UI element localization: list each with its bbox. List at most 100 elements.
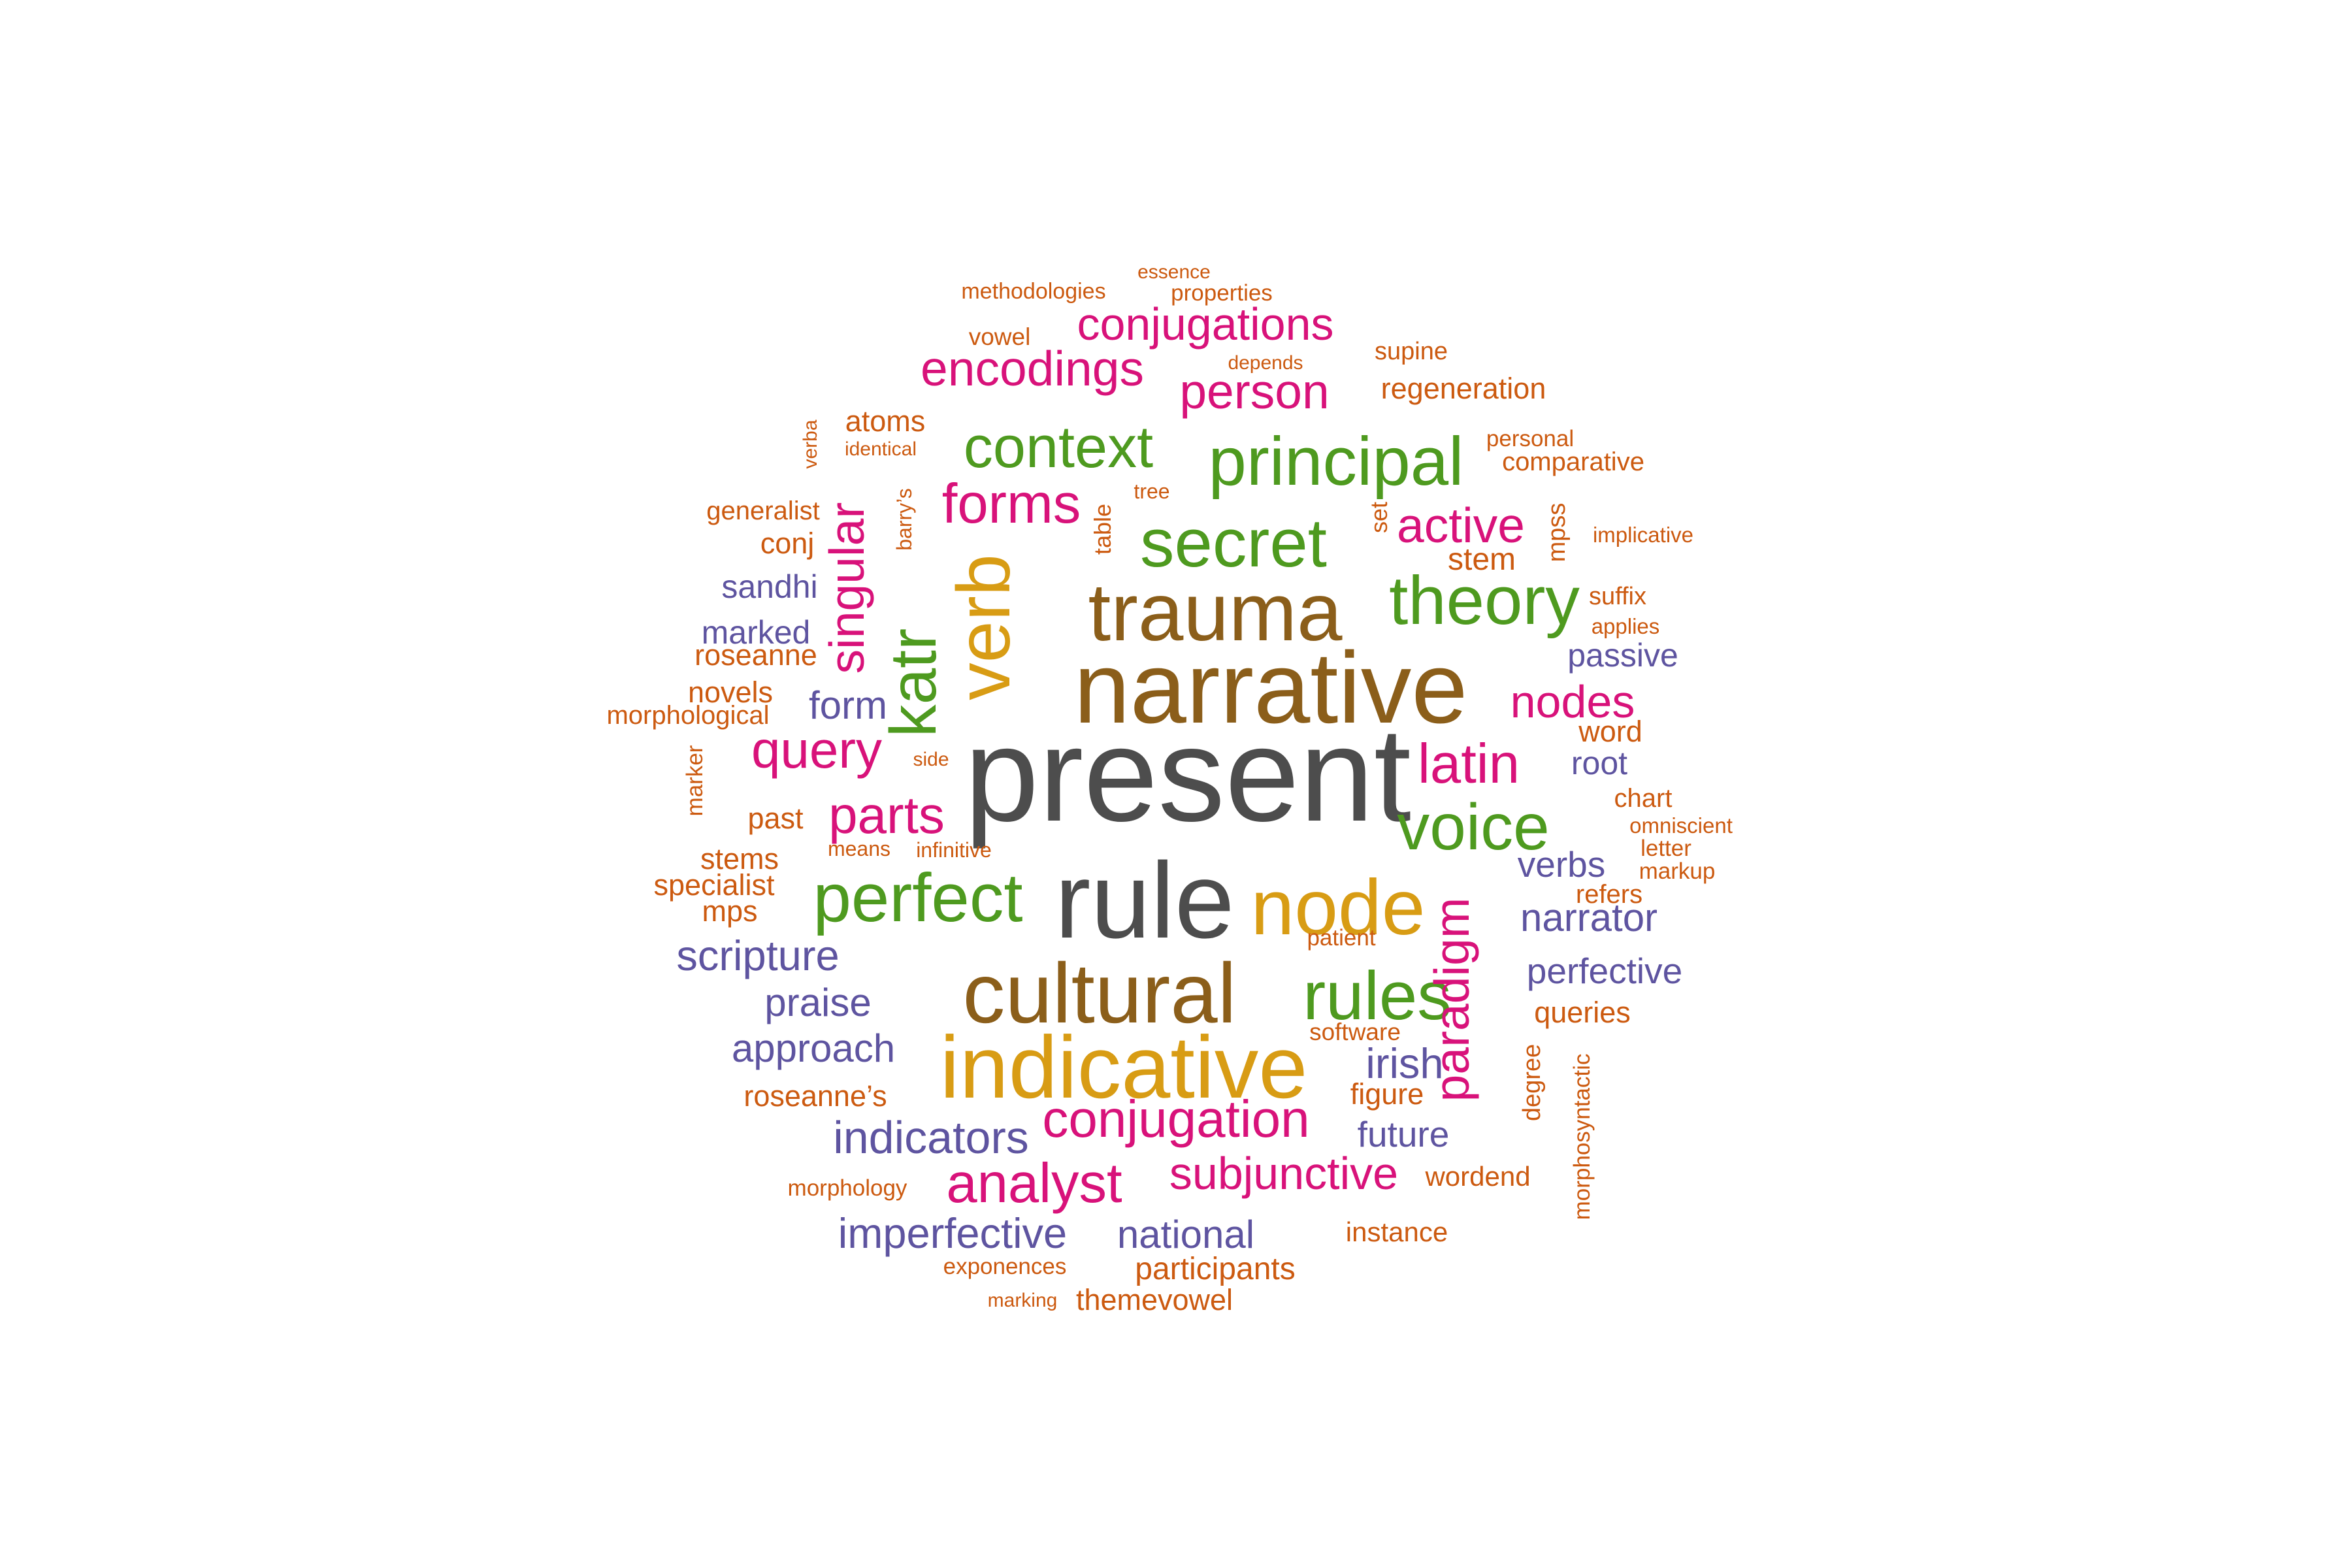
word-indicators: indicators [833, 1112, 1029, 1163]
word-conj: conj [760, 527, 815, 560]
word-theory: theory [1389, 563, 1580, 639]
word-regeneration: regeneration [1381, 372, 1546, 405]
word-set: set [1365, 502, 1392, 533]
word-praise: praise [764, 981, 871, 1024]
word-methodologies: methodologies [961, 279, 1105, 304]
word-irish: irish [1365, 1039, 1443, 1087]
word-analyst: analyst [946, 1152, 1122, 1215]
word-instance: instance [1346, 1217, 1448, 1247]
word-marked: marked [702, 614, 811, 651]
word-verb: verb [942, 554, 1026, 700]
word-chart: chart [1614, 784, 1673, 813]
word-essence: essence [1137, 261, 1211, 283]
word-query: query [751, 721, 882, 779]
word-comparative: comparative [1502, 448, 1644, 476]
word-perfect: perfect [813, 860, 1023, 936]
word-infinitive: infinitive [916, 838, 992, 862]
word-future: future [1358, 1114, 1450, 1154]
word-singular: singular [819, 502, 874, 674]
word-software: software [1309, 1019, 1401, 1045]
word-exponences: exponences [943, 1254, 1067, 1279]
word-rule: rule [1054, 840, 1234, 960]
word-wordend: wordend [1424, 1161, 1530, 1192]
word-figure: figure [1350, 1077, 1424, 1111]
word-depends: depends [1228, 352, 1303, 374]
word-morphosyntactic: morphosyntactic [1569, 1054, 1595, 1220]
word-implicative: implicative [1593, 523, 1693, 547]
word-verba: verba [800, 419, 821, 468]
word-node: node [1251, 864, 1426, 951]
word-form: form [809, 683, 887, 727]
word-passive: passive [1567, 637, 1678, 674]
word-specialist: specialist [653, 868, 775, 902]
word-properties: properties [1171, 280, 1273, 306]
word-sandhi: sandhi [721, 568, 817, 605]
word-forms: forms [942, 473, 1081, 535]
word-subjunctive: subjunctive [1169, 1148, 1398, 1199]
word-indicative: indicative [940, 1018, 1308, 1117]
word-paradigm: paradigm [1424, 898, 1479, 1102]
word-patient: patient [1307, 925, 1375, 951]
word-root: root [1571, 745, 1627, 781]
word-verbs: verbs [1518, 844, 1606, 885]
word-markup: markup [1639, 858, 1716, 884]
word-vowel: vowel [969, 323, 1031, 350]
word-atoms: atoms [845, 404, 926, 438]
word-marking: marking [988, 1290, 1058, 1311]
word-roseanne: roseanne [694, 638, 817, 672]
word-means: means [828, 837, 890, 860]
word-trauma: trauma [1088, 567, 1343, 658]
word-rules: rules [1303, 958, 1452, 1034]
word-refers: refers [1576, 880, 1642, 909]
word-cultural: cultural [962, 945, 1236, 1041]
word-voice: voice [1397, 791, 1549, 864]
word-tree: tree [1134, 480, 1169, 503]
word-morphology: morphology [788, 1175, 907, 1201]
word-mpss: mpss [1543, 503, 1571, 563]
word-mps: mps [702, 894, 757, 928]
word-personal: personal [1486, 426, 1574, 451]
word-conjugation: conjugation [1042, 1090, 1309, 1148]
word-nodes: nodes [1511, 676, 1635, 727]
word-latin: latin [1418, 733, 1520, 795]
word-suffix: suffix [1589, 583, 1646, 610]
word-supine: supine [1375, 338, 1448, 365]
word-scripture: scripture [676, 932, 839, 979]
word-past: past [747, 802, 804, 835]
word-omniscient: omniscient [1629, 813, 1733, 838]
word-applies: applies [1592, 614, 1660, 638]
word-conjugations: conjugations [1077, 299, 1333, 350]
word-national: national [1117, 1213, 1254, 1256]
word-approach: approach [732, 1026, 895, 1070]
word-table: table [1089, 504, 1116, 555]
word-stems: stems [700, 842, 779, 875]
word-narrator: narrator [1520, 896, 1658, 939]
word-identical: identical [845, 438, 917, 460]
word-participants: participants [1135, 1252, 1295, 1286]
word-person: person [1179, 364, 1329, 419]
word-present: present [964, 700, 1411, 849]
word-themevowel: themevowel [1076, 1283, 1233, 1316]
word-word: word [1578, 715, 1642, 748]
word-generalist: generalist [706, 497, 819, 525]
word-letter: letter [1641, 836, 1691, 861]
word-perfective: perfective [1527, 951, 1682, 991]
word-roseanne-s: roseanne’s [743, 1079, 887, 1113]
word-principal: principal [1208, 423, 1463, 500]
word-marker: marker [682, 745, 708, 816]
word-encodings: encodings [921, 341, 1144, 396]
word-degree: degree [1518, 1044, 1546, 1121]
word-katr: katr [877, 629, 950, 738]
word-imperfective: imperfective [838, 1209, 1067, 1257]
word-morphological: morphological [606, 701, 769, 730]
word-narrative: narrative [1073, 631, 1467, 744]
word-parts: parts [828, 786, 945, 844]
word-queries: queries [1534, 996, 1631, 1029]
word-side: side [913, 749, 949, 770]
word-stem: stem [1448, 542, 1516, 577]
word-active: active [1397, 498, 1525, 553]
word-barry-s: barry’s [892, 488, 916, 550]
word-novels: novels [688, 676, 773, 709]
